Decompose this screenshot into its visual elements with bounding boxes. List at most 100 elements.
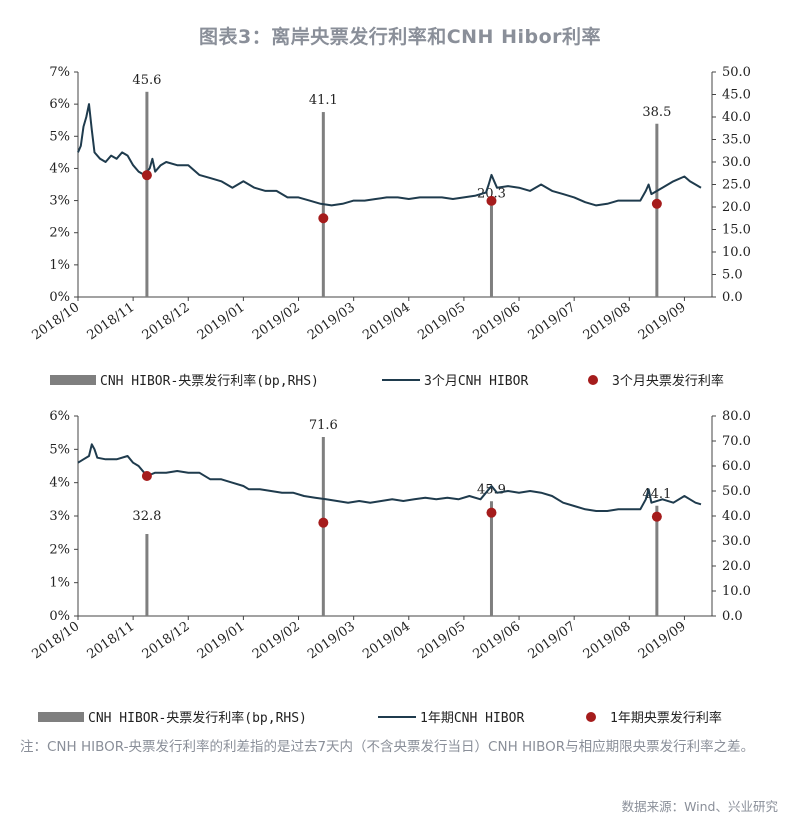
left-tick-label: 6% [49, 409, 70, 424]
x-tick-label: 2019/06 [470, 300, 523, 343]
legend-item-line: 1年期CNH HIBOR [378, 707, 524, 726]
chart-1y: 0% 1% 2% 3% 4% 5% 6% 0.0 10.0 20.0 30.0 40.0 50.0 60.… [29, 409, 751, 662]
x-tick-label: 2019/03 [305, 300, 358, 343]
bill-rate-dot [651, 198, 662, 209]
spread-bar-label: 45.9 [477, 482, 506, 497]
bill-rate-dot [318, 213, 329, 224]
right-tick-label: 60.0 [722, 459, 751, 474]
left-tick-label: 3% [49, 509, 70, 524]
spread-bar-label: 38.5 [642, 105, 671, 120]
right-tick-label: 40.0 [722, 110, 751, 125]
right-tick-label: 25.0 [722, 178, 751, 193]
legend-item-dot: 3个月央票发行利率 [588, 370, 724, 389]
x-tick-label: 2019/04 [360, 619, 413, 662]
right-tick-label: 80.0 [722, 409, 751, 424]
spread-bar [655, 505, 659, 616]
right-tick-label: 50.0 [722, 65, 751, 80]
hibor-line [77, 103, 702, 207]
legend-item-line: 3个月CNH HIBOR [382, 370, 528, 389]
x-tick-label: 2019/02 [250, 300, 303, 343]
right-tick-label: 5.0 [722, 268, 743, 283]
legend-swatch-line [378, 715, 416, 718]
legend-swatch-bar [50, 374, 96, 385]
x-tick-label: 2018/12 [140, 300, 193, 343]
x-tick-label: 2019/04 [360, 300, 413, 343]
bill-rate-dot [486, 507, 497, 518]
x-tick-label: 2019/01 [195, 619, 248, 662]
spread-bar [489, 501, 493, 616]
spread-bar [655, 123, 659, 297]
spread-bar-label: 32.8 [132, 509, 161, 524]
spread-bar-label: 20.3 [477, 187, 506, 202]
left-tick-label: 7% [49, 65, 70, 80]
right-tick-label: 45.0 [722, 88, 751, 103]
right-tick-label: 30.0 [722, 155, 751, 170]
left-tick-label: 3% [49, 194, 70, 209]
left-tick-label: 4% [49, 161, 70, 176]
spread-bar-label: 71.6 [309, 418, 338, 433]
x-tick-label: 2019/08 [581, 619, 634, 662]
right-tick-label: 15.0 [722, 223, 751, 238]
data-source: 数据来源：Wind、兴业研究 [621, 799, 778, 814]
bill-rate-dot [141, 170, 152, 181]
legend-label-bar: CNH HIBOR-央票发行利率(bp,RHS) [100, 374, 319, 389]
bill-rate-dot [486, 195, 497, 206]
x-tick-label: 2018/11 [85, 619, 138, 662]
right-tick-label: 0.0 [722, 609, 743, 624]
right-tick-label: 0.0 [722, 290, 743, 305]
spread-bar-label: 41.1 [309, 93, 338, 108]
x-tick-label: 2019/05 [415, 619, 468, 662]
left-tick-label: 0% [49, 609, 70, 624]
spread-bar [489, 205, 493, 297]
x-tick-label: 2019/03 [305, 619, 358, 662]
left-tick-label: 6% [49, 97, 70, 112]
x-tick-label: 2019/07 [526, 619, 579, 662]
left-tick-label: 5% [49, 129, 70, 144]
legend-item-dot: 1年期央票发行利率 [586, 707, 722, 726]
legend-item-bar: CNH HIBOR-央票发行利率(bp,RHS) [50, 370, 319, 389]
legend-label-line: 1年期CNH HIBOR [420, 711, 525, 726]
spread-bar [145, 534, 149, 616]
left-tick-label: 1% [49, 258, 70, 273]
legend-label-dot: 1年期央票发行利率 [610, 711, 722, 726]
legend-label-bar: CNH HIBOR-央票发行利率(bp,RHS) [88, 711, 307, 726]
x-tick-label: 2019/09 [636, 300, 689, 343]
spread-bar [145, 91, 149, 297]
legend-swatch-line [382, 378, 420, 381]
chart-3m: 0% 1% 2% 3% 4% 5% 6% 7% 0.0 5.0 10.0 15.0 20.0 25.0 30… [29, 65, 751, 343]
right-tick-label: 50.0 [722, 484, 751, 499]
x-tick-label: 2018/10 [29, 619, 82, 662]
right-tick-label: 40.0 [722, 509, 751, 524]
x-tick-label: 2018/12 [140, 619, 193, 662]
legend-3m: CNH HIBOR-央票发行利率(bp,RHS) 3个月CNH HIBOR 3个… [0, 370, 800, 390]
x-tick-label: 2018/11 [85, 300, 138, 343]
bill-rate-dot [318, 517, 329, 528]
x-tick-label: 2019/02 [250, 619, 303, 662]
left-tick-label: 4% [49, 476, 70, 491]
bill-rate-dot [651, 511, 662, 522]
x-tick-label: 2019/05 [415, 300, 468, 343]
legend-label-dot: 3个月央票发行利率 [612, 374, 724, 389]
legend-1y: CNH HIBOR-央票发行利率(bp,RHS) 1年期CNH HIBOR 1年… [0, 707, 800, 727]
right-tick-label: 20.0 [722, 559, 751, 574]
right-tick-label: 70.0 [722, 434, 751, 449]
x-tick-label: 2019/08 [581, 300, 634, 343]
bill-rate-dot [141, 471, 152, 481]
left-tick-label: 2% [49, 542, 70, 557]
legend-item-bar: CNH HIBOR-央票发行利率(bp,RHS) [38, 707, 307, 726]
right-tick-label: 20.0 [722, 200, 751, 215]
left-tick-label: 1% [49, 576, 70, 591]
spread-bar-label: 45.6 [132, 73, 161, 88]
right-tick-label: 30.0 [722, 534, 751, 549]
left-tick-label: 0% [49, 290, 70, 305]
hibor-line [77, 443, 702, 512]
left-tick-label: 2% [49, 226, 70, 241]
page-title: 图表3：离岸央票发行利率和CNH Hibor利率 [198, 26, 602, 48]
footnote: 注：CNH HIBOR-央票发行利率的利差指的是过去7天内（不含央票发行当日）C… [20, 739, 755, 755]
right-tick-label: 10.0 [722, 584, 751, 599]
x-tick-label: 2019/06 [470, 619, 523, 662]
right-tick-label: 10.0 [722, 245, 751, 260]
x-tick-label: 2019/01 [195, 300, 248, 343]
legend-label-line: 3个月CNH HIBOR [424, 374, 529, 389]
legend-swatch-bar [38, 711, 84, 722]
